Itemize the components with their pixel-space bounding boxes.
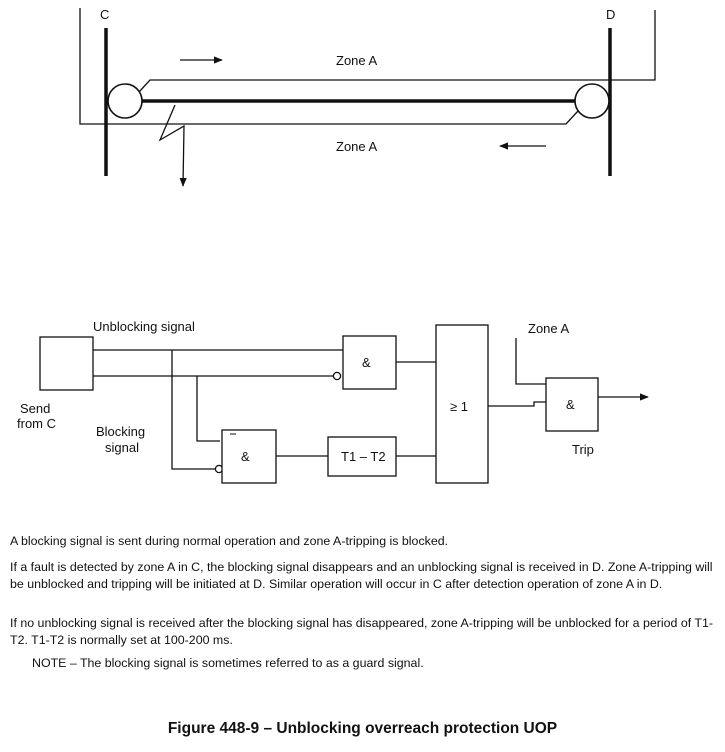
zone-a-lower-label: Zone A bbox=[336, 139, 378, 154]
trip-label: Trip bbox=[572, 442, 594, 457]
zone-a-reach-d bbox=[79, 8, 579, 125]
busbar-d-label: D bbox=[606, 7, 615, 22]
paragraph-3: If no unblocking signal is received afte… bbox=[10, 616, 714, 647]
paragraph-1: A blocking signal is sent during normal … bbox=[10, 534, 449, 548]
send-box bbox=[39, 336, 94, 391]
and-gate-3-symbol: & bbox=[566, 397, 575, 412]
fault-symbol bbox=[158, 104, 187, 187]
protection-diagram: C D Zone A Zone A Unblocking signal Send… bbox=[17, 7, 656, 484]
and-gate-2-symbol: & bbox=[241, 449, 250, 464]
paragraph-2: If a fault is detected by zone A in C, t… bbox=[10, 560, 713, 591]
or-gate bbox=[435, 324, 489, 484]
relay-c bbox=[107, 83, 143, 119]
zone-a-reach-c bbox=[138, 10, 656, 93]
unblocking-signal-label: Unblocking signal bbox=[93, 319, 195, 334]
timer-box bbox=[327, 436, 397, 477]
timer-label: T1 – T2 bbox=[341, 449, 386, 464]
relay-d bbox=[574, 83, 610, 119]
or-gate-symbol: ≥ 1 bbox=[450, 399, 468, 414]
blocking-signal-label-1: Blocking bbox=[96, 424, 145, 439]
line-diagram bbox=[79, 8, 656, 187]
logic-wires bbox=[93, 338, 649, 474]
busbar-c-label: C bbox=[100, 7, 109, 22]
and-gate-1 bbox=[342, 335, 397, 390]
and-gate-1-symbol: & bbox=[362, 355, 371, 370]
send-label-2: from C bbox=[17, 416, 56, 431]
note: NOTE – The blocking signal is sometimes … bbox=[32, 656, 424, 670]
and-gate-3 bbox=[545, 377, 599, 432]
figure-caption: Figure 448-9 – Unblocking overreach prot… bbox=[167, 720, 558, 737]
zone-a-upper-label: Zone A bbox=[336, 53, 378, 68]
zone-a-input-label: Zone A bbox=[528, 321, 570, 336]
blocking-signal-label-2: signal bbox=[105, 440, 139, 455]
send-label-1: Send bbox=[20, 401, 50, 416]
and-gate-2 bbox=[221, 429, 277, 484]
